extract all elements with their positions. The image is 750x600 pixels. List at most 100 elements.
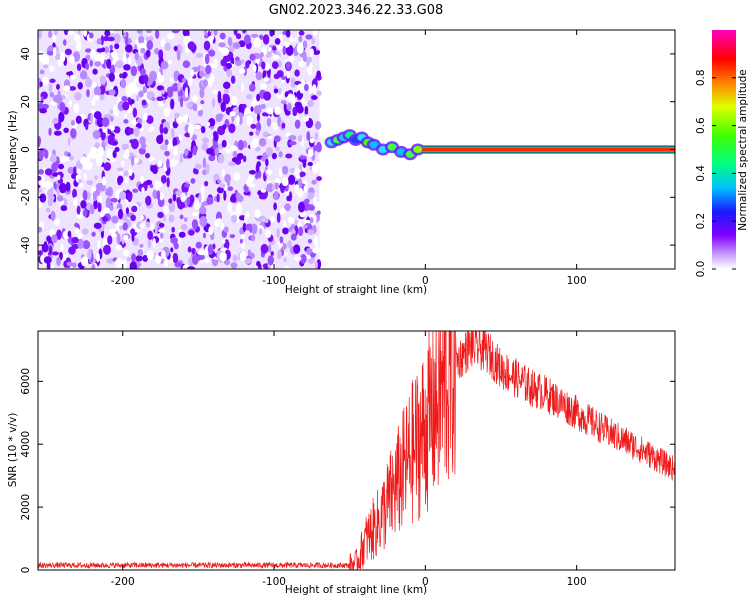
- snr-ytick-label: 4000: [20, 431, 32, 458]
- noise-blob: [145, 35, 154, 43]
- noise-blob: [107, 134, 115, 145]
- noise-blob: [155, 30, 160, 40]
- noise-blob: [49, 155, 57, 163]
- noise-blob: [314, 132, 319, 140]
- noise-blob: [147, 156, 155, 162]
- noise-blob: [225, 148, 232, 154]
- noise-blob: [79, 156, 88, 165]
- noise-blob: [94, 61, 102, 67]
- noise-blob: [224, 173, 231, 183]
- snr-xtick-label: 0: [422, 576, 429, 588]
- noise-blob: [298, 35, 303, 43]
- noise-blob: [122, 259, 127, 269]
- noise-blob: [109, 30, 114, 34]
- noise-blob: [68, 246, 76, 255]
- noise-blob: [272, 46, 277, 51]
- noise-blob: [297, 187, 304, 198]
- noise-blob: [109, 109, 114, 115]
- noise-blob: [304, 105, 309, 115]
- noise-blob: [161, 250, 166, 259]
- noise-blob: [117, 167, 124, 172]
- noise-blob: [119, 191, 127, 200]
- noise-blob: [53, 182, 57, 190]
- noise-blob: [97, 239, 101, 250]
- noise-blob: [297, 221, 302, 228]
- noise-blob: [123, 249, 130, 257]
- noise-blob: [135, 94, 140, 102]
- snr-ytick-label: 0: [20, 567, 32, 574]
- noise-blob: [250, 123, 257, 129]
- noise-blob: [205, 163, 210, 175]
- noise-blob: [180, 96, 184, 108]
- noise-blob: [303, 83, 309, 92]
- noise-blob: [232, 172, 241, 182]
- noise-blob: [173, 45, 178, 52]
- noise-blob: [250, 223, 258, 235]
- noise-blob: [250, 33, 259, 38]
- noise-blob: [41, 54, 48, 65]
- noise-blob: [242, 155, 247, 163]
- noise-blob: [271, 152, 277, 160]
- noise-blob: [152, 237, 156, 248]
- noise-blob: [262, 34, 270, 45]
- noise-blob: [101, 176, 107, 186]
- noise-blob: [115, 60, 124, 69]
- noise-blob: [211, 98, 216, 108]
- noise-blob: [164, 139, 169, 146]
- noise-blob: [100, 35, 104, 46]
- noise-blob: [149, 184, 154, 189]
- noise-blob: [167, 59, 172, 65]
- noise-blob: [221, 139, 227, 148]
- noise-blob: [160, 175, 167, 184]
- noise-blob: [157, 211, 164, 219]
- noise-blob: [143, 74, 149, 84]
- noise-blob: [256, 113, 261, 122]
- carrier-core: [422, 148, 675, 151]
- noise-blob: [125, 207, 130, 215]
- noise-blob: [226, 180, 231, 187]
- noise-blob: [262, 131, 269, 138]
- noise-blob: [288, 55, 295, 63]
- noise-blob: [74, 92, 82, 101]
- noise-blob: [140, 214, 144, 221]
- noise-blob: [287, 93, 293, 102]
- noise-blob: [90, 112, 94, 124]
- noise-blob: [38, 30, 43, 39]
- noise-blob: [113, 126, 121, 134]
- noise-blob: [260, 83, 267, 90]
- noise-blob: [273, 135, 281, 143]
- noise-blob: [249, 53, 256, 61]
- noise-blob: [286, 195, 291, 202]
- noise-blob: [274, 106, 281, 115]
- noise-blob: [53, 130, 62, 136]
- noise-blob: [298, 60, 306, 68]
- noise-blob: [204, 180, 209, 187]
- noise-blob: [275, 45, 283, 50]
- noise-blob: [43, 64, 49, 69]
- noise-blob: [130, 81, 137, 91]
- noise-blob: [129, 261, 137, 269]
- noise-blob: [235, 33, 242, 40]
- noise-blob: [174, 73, 178, 82]
- noise-blob: [101, 47, 106, 53]
- noise-blob: [105, 188, 110, 196]
- noise-blob: [121, 73, 127, 79]
- noise-blob: [270, 122, 275, 127]
- noise-blob: [131, 118, 137, 126]
- noise-blob: [44, 168, 53, 176]
- noise-blob: [91, 146, 98, 154]
- noise-blob: [123, 113, 128, 119]
- noise-blob: [303, 219, 311, 225]
- noise-blob: [223, 190, 227, 201]
- noise-blob: [267, 135, 273, 140]
- noise-blob: [49, 65, 55, 72]
- noise-blob: [111, 215, 119, 224]
- noise-blob: [39, 81, 43, 87]
- noise-blob: [204, 53, 210, 65]
- noise-blob: [179, 214, 184, 220]
- noise-blob: [102, 128, 108, 133]
- noise-blob: [160, 144, 168, 151]
- noise-blob: [158, 222, 165, 228]
- noise-blob: [172, 137, 178, 148]
